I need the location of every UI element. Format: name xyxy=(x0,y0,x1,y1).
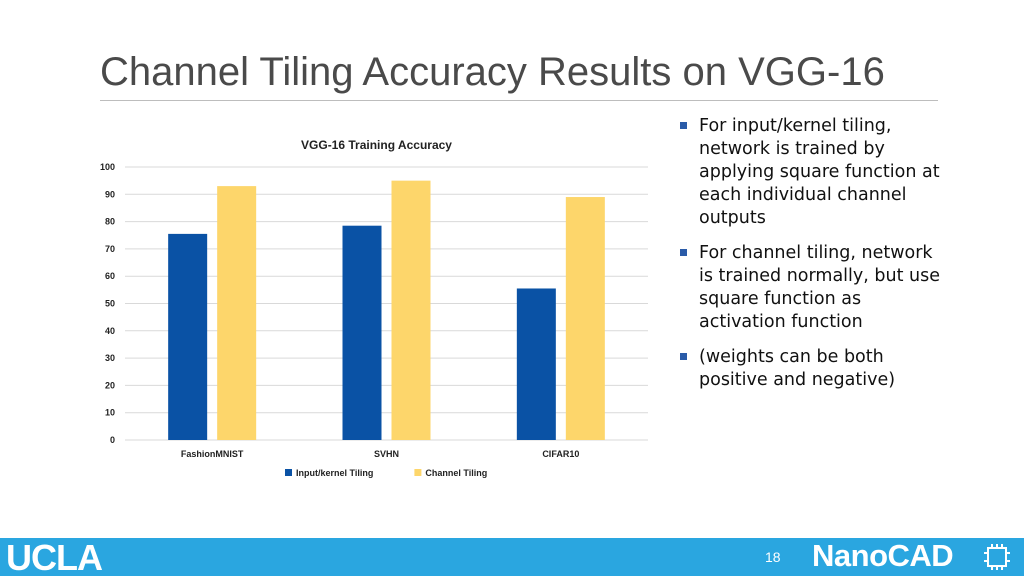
bullet-marker-icon xyxy=(680,353,687,360)
bullet-text: (weights can be both positive and negati… xyxy=(699,347,896,390)
bar xyxy=(342,225,382,440)
bar xyxy=(565,197,605,440)
title-divider xyxy=(100,100,938,101)
bullet-item: For input/kernel tiling, network is trai… xyxy=(680,115,950,230)
y-tick-label: 40 xyxy=(105,326,115,336)
bullet-item: (weights can be both positive and negati… xyxy=(680,346,950,392)
bar xyxy=(391,180,431,440)
y-tick-label: 80 xyxy=(105,217,115,227)
bullet-marker-icon xyxy=(680,122,687,129)
bullet-item: For channel tiling, network is trained n… xyxy=(680,242,950,334)
y-tick-label: 70 xyxy=(105,244,115,254)
y-tick-label: 100 xyxy=(100,162,115,172)
legend-label: Input/kernel Tiling xyxy=(296,468,373,478)
legend-swatch xyxy=(285,469,292,476)
bullet-marker-icon xyxy=(680,249,687,256)
x-tick-label: CIFAR10 xyxy=(542,449,579,459)
chip-icon xyxy=(984,544,1010,570)
y-tick-label: 30 xyxy=(105,353,115,363)
footer-bar xyxy=(0,538,1024,576)
bullet-list: For input/kernel tiling, network is trai… xyxy=(680,115,950,404)
x-tick-label: FashionMNIST xyxy=(181,449,244,459)
page-number: 18 xyxy=(765,549,781,565)
y-tick-label: 20 xyxy=(105,380,115,390)
bar xyxy=(217,186,257,440)
y-tick-label: 0 xyxy=(110,435,115,445)
chart-title: VGG-16 Training Accuracy xyxy=(301,138,452,152)
x-tick-label: SVHN xyxy=(374,449,399,459)
y-tick-label: 90 xyxy=(105,189,115,199)
ucla-logo: UCLA xyxy=(6,537,103,576)
y-tick-label: 60 xyxy=(105,271,115,281)
y-tick-label: 10 xyxy=(105,408,115,418)
bar-chart: VGG-16 Training Accuracy 0 10 20 30 40 50 60 70 8… xyxy=(100,138,648,478)
bar xyxy=(168,233,208,440)
slide-title: Channel Tiling Accuracy Results on VGG-1… xyxy=(100,50,885,94)
bullet-text: For input/kernel tiling, network is trai… xyxy=(699,116,940,228)
legend-label: Channel Tiling xyxy=(425,468,487,478)
bullet-text: For channel tiling, network is trained n… xyxy=(699,243,940,332)
y-tick-label: 50 xyxy=(105,299,115,309)
bar xyxy=(516,288,556,440)
nanocad-logo: NanoCAD xyxy=(812,538,954,573)
legend-swatch xyxy=(414,469,422,476)
